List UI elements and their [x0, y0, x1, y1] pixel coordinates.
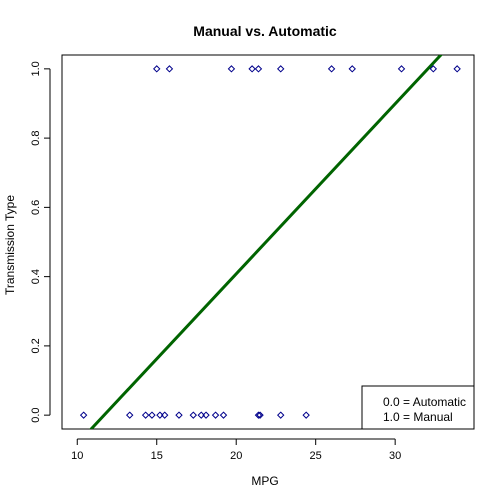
- x-tick-label: 30: [389, 450, 401, 462]
- data-point: [189, 411, 198, 419]
- y-tick-label: 0.6: [30, 200, 42, 215]
- data-point: [227, 65, 236, 73]
- data-point: [148, 411, 156, 419]
- data-point: [153, 65, 161, 73]
- legend: 0.0 = Automatic 1.0 = Manual: [361, 385, 475, 430]
- fit-line: [89, 55, 443, 429]
- data-point: [277, 411, 285, 419]
- data-point: [302, 411, 310, 419]
- y-tick-label: 0.4: [30, 269, 42, 284]
- x-tick-label: 15: [151, 450, 163, 462]
- y-tick-label: 0.8: [30, 130, 42, 145]
- data-point: [327, 65, 336, 73]
- x-tick-label: 25: [310, 450, 322, 462]
- y-tick-label: 1.0: [30, 61, 42, 76]
- legend-entry-manual: 1.0 = Manual: [383, 410, 453, 424]
- x-tick-label: 20: [230, 450, 242, 462]
- y-axis-label: Transmission Type: [3, 195, 17, 295]
- legend-entry-automatic: 0.0 = Automatic: [383, 395, 466, 409]
- data-point: [165, 65, 174, 73]
- data-point: [348, 65, 356, 73]
- legend-box: [361, 385, 475, 430]
- x-axis-label: MPG: [251, 474, 278, 488]
- data-point: [202, 411, 210, 419]
- data-point: [160, 411, 169, 419]
- data-point: [248, 65, 256, 73]
- data-point: [453, 65, 461, 73]
- data-point: [429, 65, 438, 73]
- data-point: [79, 411, 88, 419]
- data-point: [256, 411, 264, 419]
- data-point: [141, 411, 150, 419]
- data-point: [197, 411, 205, 419]
- y-tick-label: 0.2: [30, 338, 42, 353]
- data-point: [211, 411, 220, 419]
- data-point: [277, 65, 285, 73]
- data-point: [175, 411, 183, 419]
- x-tick-label: 10: [71, 450, 83, 462]
- data-point: [126, 411, 134, 419]
- data-point: [219, 411, 228, 419]
- plot-frame: [61, 54, 475, 430]
- chart-title: Manual vs. Automatic: [193, 23, 337, 39]
- data-point: [156, 411, 164, 419]
- data-point: [254, 65, 263, 73]
- y-tick-label: 0.0: [30, 407, 42, 422]
- plot-area: 10 15 20 25 30 0.0 0.2 0.4 0.6 0.8 1.0: [30, 54, 475, 462]
- data-point: [397, 65, 406, 73]
- data-point: [254, 411, 263, 419]
